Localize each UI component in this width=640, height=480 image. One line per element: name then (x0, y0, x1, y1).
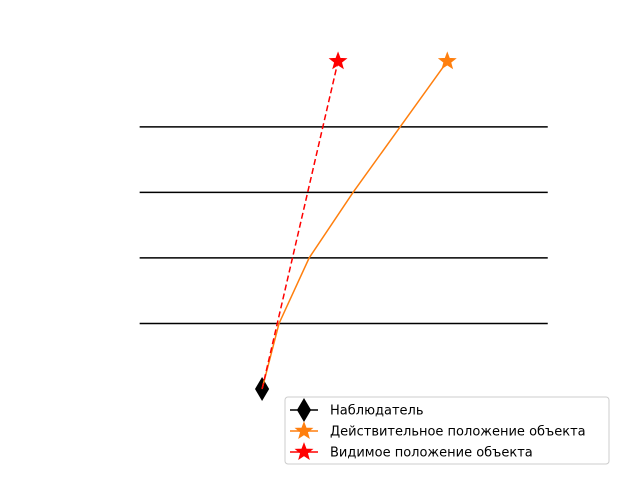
layer-boundaries (140, 127, 548, 324)
legend: Наблюдатель Действительное положение объе… (285, 397, 609, 464)
actual-object-star-marker (439, 53, 455, 68)
legend-label: Видимое положение объекта (330, 446, 533, 461)
legend-label: Наблюдатель (330, 404, 424, 419)
ray-paths (256, 53, 456, 400)
apparent-object-star-marker (330, 53, 346, 68)
ray-path-apparent (262, 61, 338, 389)
ray-path-actual (262, 61, 447, 389)
legend-label: Действительное положение объекта (330, 425, 586, 440)
